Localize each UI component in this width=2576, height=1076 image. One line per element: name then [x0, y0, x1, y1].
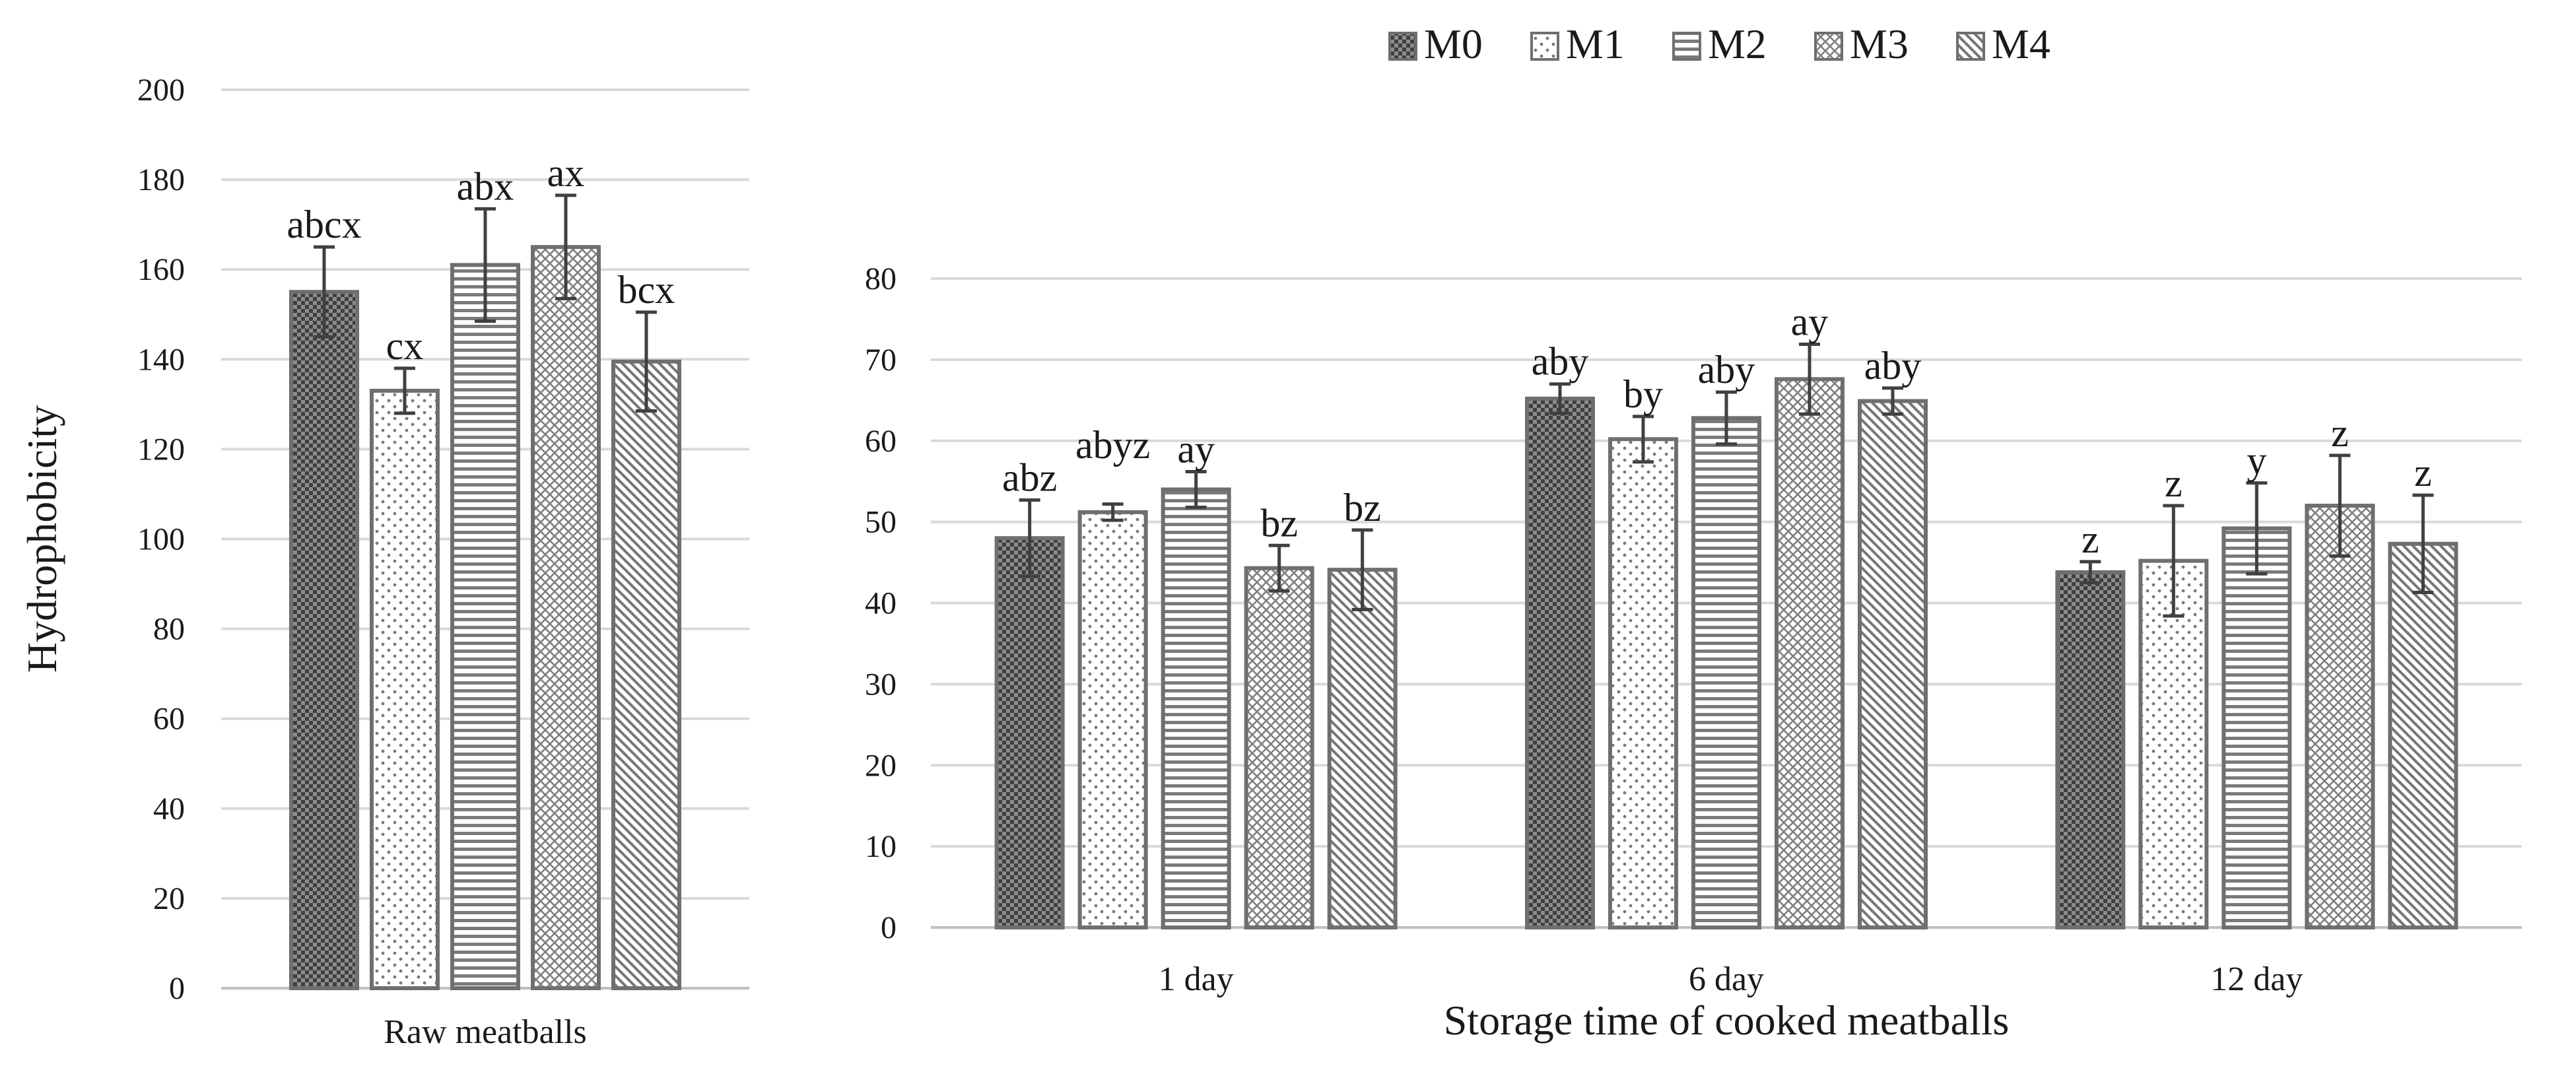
significance-label: aby [1698, 348, 1755, 391]
significance-label: z [2165, 461, 2183, 505]
significance-label: z [2414, 451, 2432, 494]
bar-m1 [1608, 437, 1678, 929]
y-tick-label: 30 [865, 667, 897, 702]
significance-label: z [2331, 411, 2349, 455]
significance-label: z [2082, 518, 2099, 561]
x-axis-title: Raw meatballs [384, 1013, 587, 1051]
x-axis-title: Storage time of cooked meatballs [1444, 997, 2010, 1044]
significance-label: ay [1177, 427, 1215, 471]
legend-label: M0 [1424, 20, 1483, 67]
bar-m4 [2388, 541, 2458, 929]
bar-m3 [1775, 377, 1845, 929]
legend-label: M2 [1708, 20, 1767, 67]
y-tick-label: 70 [865, 343, 897, 378]
bar-m4 [1858, 399, 1928, 929]
significance-label: abcx [287, 203, 361, 246]
significance-label: abyz [1075, 423, 1150, 467]
bar-m3 [531, 245, 601, 990]
y-tick-label: 80 [865, 261, 897, 296]
significance-label: abx [457, 164, 514, 208]
significance-label: abz [1002, 455, 1057, 499]
bar-m0 [1525, 396, 1595, 929]
bar-m0 [2055, 570, 2126, 929]
significance-label: bcx [618, 268, 675, 312]
y-tick-label: 160 [137, 252, 185, 287]
y-axis-title: Hydrophobicity [18, 405, 65, 673]
y-tick-label: 60 [865, 424, 897, 459]
significance-label: aby [1532, 340, 1589, 384]
y-tick-label: 20 [153, 881, 185, 916]
y-tick-label: 60 [153, 702, 185, 737]
bar-m0 [994, 536, 1065, 929]
y-tick-label: 40 [865, 586, 897, 621]
y-tick-label: 0 [881, 910, 897, 945]
legend-swatch-m1 [1530, 32, 1559, 61]
y-tick-label: 120 [137, 432, 185, 467]
chart-legend: M0 M1 M2 M3 M4 [1388, 20, 2051, 67]
legend-swatch-m3 [1814, 32, 1843, 61]
significance-label: ax [547, 151, 585, 195]
significance-label: cx [386, 324, 424, 368]
raw-meatballs-panel: 0 20 40 60 80 100 120 140 160 180 200 abcx cx abx ax bc… [18, 73, 749, 1051]
significance-label: aby [1864, 344, 1922, 387]
bar-m2 [450, 263, 520, 990]
bar-m1 [1077, 510, 1148, 929]
significance-label: ay [1791, 300, 1829, 344]
y-tick-label: 100 [137, 522, 185, 557]
legend-swatch-m4 [1956, 32, 1985, 61]
x-category-label: 1 day [1159, 960, 1234, 998]
x-category-label: 12 day [2210, 960, 2303, 998]
bar-m3 [1244, 566, 1314, 929]
y-tick-label: 0 [169, 971, 185, 1006]
y-tick-label: 50 [865, 505, 897, 540]
legend-label: M1 [1566, 20, 1625, 67]
legend-swatch-m2 [1672, 32, 1701, 61]
significance-label: bz [1343, 486, 1381, 529]
y-tick-label: 40 [153, 791, 185, 826]
legend-swatch-m0 [1388, 32, 1417, 61]
y-tick-label: 20 [865, 748, 897, 783]
bar-m1 [2138, 558, 2209, 929]
bar-m1 [370, 388, 440, 990]
bar-m3 [2305, 504, 2375, 929]
significance-label: bz [1260, 501, 1298, 545]
y-tick-label: 10 [865, 829, 897, 864]
significance-label: by [1623, 372, 1663, 416]
bar-m4 [1327, 568, 1398, 929]
bar-m4 [611, 359, 681, 990]
bar-m0 [289, 290, 359, 991]
legend-label: M3 [1850, 20, 1909, 67]
y-tick-label: 180 [137, 162, 185, 197]
y-tick-label: 200 [137, 73, 185, 108]
significance-label: y [2247, 439, 2266, 483]
y-tick-label: 140 [137, 342, 185, 377]
legend-label: M4 [1992, 20, 2051, 67]
y-tick-label: 80 [153, 612, 185, 647]
bar-m2 [2221, 526, 2292, 929]
bar-m2 [1691, 416, 1761, 929]
x-category-label: 6 day [1689, 960, 1764, 998]
bar-m2 [1161, 487, 1231, 929]
